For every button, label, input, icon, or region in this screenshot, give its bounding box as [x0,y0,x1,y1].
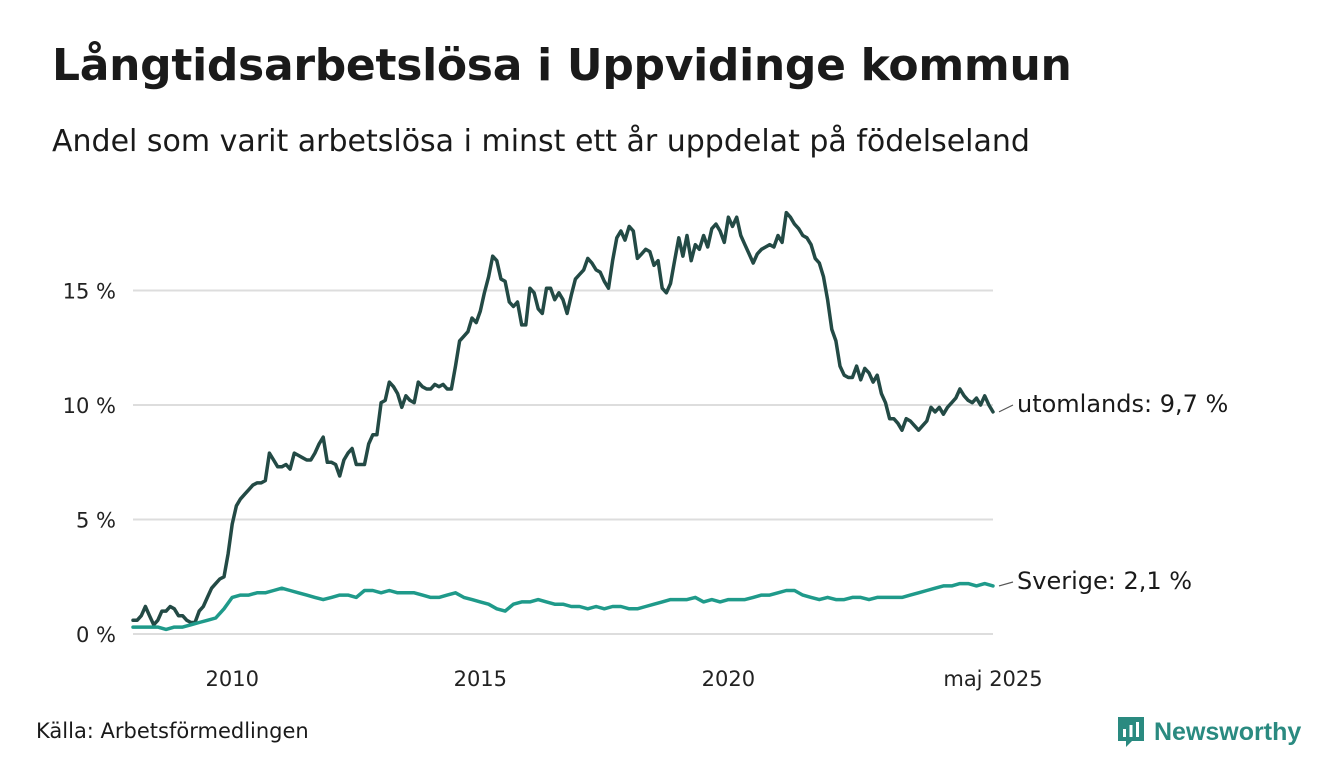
x-tick-label: 2020 [702,667,755,691]
y-axis-labels: 0 % 5 % 10 % 15 % [63,280,116,648]
chart-series [131,210,995,632]
chart-title: Långtidsarbetslösa i Uppvidinge kommun [52,40,1072,91]
newsworthy-logo-icon [1118,717,1144,747]
end-label-leader [998,404,1014,413]
y-tick-label: 0 % [76,623,116,647]
brand-logo[interactable]: Newsworthy [1116,712,1301,752]
end-label-sverige: Sverige: 2,1 % [1017,567,1192,595]
x-axis-labels: 2010 2015 2020 maj 2025 [206,667,1043,691]
series-line-sverige [131,581,995,632]
x-tick-label: 2015 [454,667,507,691]
y-tick-label: 15 % [63,280,116,304]
end-label-leader [998,581,1014,587]
series-line-utomlands [131,210,995,627]
chart-grid [133,289,993,635]
end-label-utomlands: utomlands: 9,7 % [1017,390,1228,418]
series-end-labels: utomlands: 9,7 % Sverige: 2,1 % [998,390,1228,595]
brand-name: Newsworthy [1154,717,1302,746]
x-tick-label: maj 2025 [943,667,1042,691]
line-chart: 0 % 5 % 10 % 15 % 2010 2015 2020 maj 2025 utom… [63,210,1228,691]
source-note: Källa: Arbetsförmedlingen [36,719,309,743]
chart-subtitle: Andel som varit arbetslösa i minst ett å… [52,124,1030,159]
x-tick-label: 2010 [206,667,259,691]
y-tick-label: 10 % [63,394,116,418]
y-tick-label: 5 % [76,509,116,533]
